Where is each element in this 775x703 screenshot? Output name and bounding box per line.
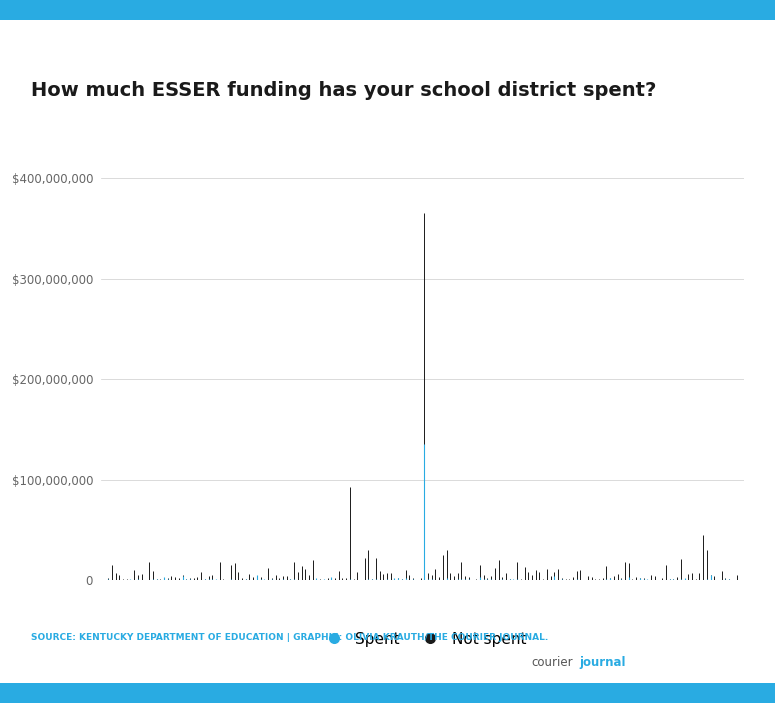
Legend: Spent, Not spent: Spent, Not spent — [312, 626, 532, 653]
Text: SOURCE: KENTUCKY DEPARTMENT OF EDUCATION | GRAPHIC: OLIVIA KRAUTH/THE COURIER JO: SOURCE: KENTUCKY DEPARTMENT OF EDUCATION… — [31, 633, 548, 642]
Text: journal: journal — [580, 656, 626, 669]
Text: How much ESSER funding has your school district spent?: How much ESSER funding has your school d… — [31, 81, 656, 100]
Text: courier: courier — [531, 656, 573, 669]
